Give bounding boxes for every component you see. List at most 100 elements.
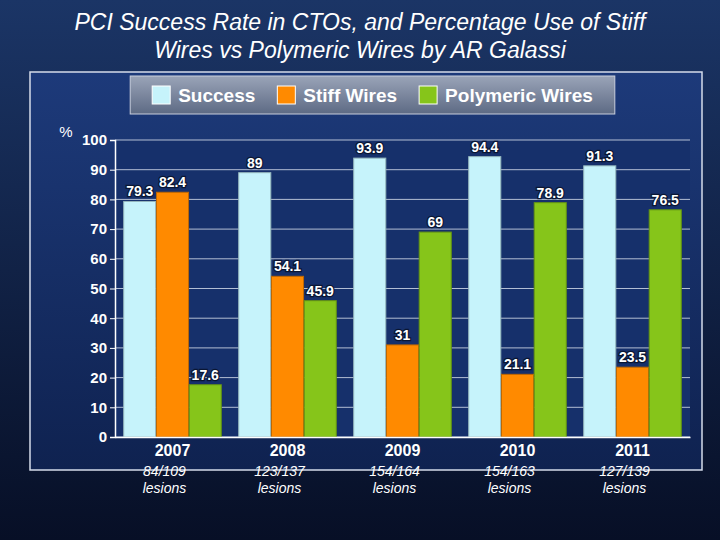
bar — [124, 201, 156, 437]
bars — [124, 157, 682, 437]
data-label: 45.9 — [307, 283, 334, 299]
bar — [616, 367, 648, 437]
annotation: 84/109lesions — [143, 463, 187, 496]
y-tick-label: 10 — [90, 399, 107, 416]
y-tick-label: 20 — [90, 369, 107, 386]
y-tick-label: 100 — [82, 131, 107, 148]
bar — [584, 166, 616, 437]
y-tick-label: 60 — [90, 250, 107, 267]
data-label: 82.4 — [159, 174, 186, 190]
data-label: 93.9 — [356, 140, 383, 156]
annotations: 84/109lesions 123/137lesions 154/164lesion… — [143, 463, 650, 496]
y-tick-mark — [110, 378, 115, 379]
y-tick-mark — [110, 348, 115, 349]
x-tick: 2009 — [385, 437, 421, 459]
grid-line — [115, 140, 690, 141]
bar — [649, 210, 681, 437]
y-tick-mark — [110, 289, 115, 290]
data-label: 91.3 — [586, 148, 613, 164]
bar — [189, 385, 221, 437]
x-tick-label: 2009 — [385, 442, 421, 459]
x-tick: 2011 — [615, 437, 650, 459]
background — [0, 0, 720, 540]
y-tick-label: 0 — [99, 428, 107, 445]
x-tick: 2010 — [500, 437, 536, 459]
x-tick-label: 2010 — [500, 442, 536, 459]
bar — [534, 203, 566, 437]
legend-label: Success — [178, 85, 255, 106]
y-tick: 30 — [90, 339, 115, 356]
y-tick-label: 90 — [90, 161, 107, 178]
annotation: 127/139lesions — [599, 463, 650, 496]
bar — [271, 276, 303, 437]
x-tick-label: 2008 — [270, 442, 306, 459]
annotation: 154/164lesions — [369, 463, 420, 496]
y-tick: 0 — [99, 428, 115, 445]
y-tick-mark — [110, 199, 115, 200]
data-label: 78.9 — [537, 185, 564, 201]
chart-title: PCI Success Rate in CTOs, and Percentage… — [74, 9, 648, 63]
chart-panel — [30, 72, 702, 470]
x-tick-label: 2011 — [615, 442, 650, 459]
x-axis-line — [116, 437, 691, 439]
y-tick: 60 — [90, 250, 115, 267]
annotation: 154/163lesions — [484, 463, 535, 496]
y-axis-title: % — [59, 123, 72, 140]
y-tick: 70 — [90, 220, 115, 237]
legend-item: Success — [152, 85, 255, 106]
y-axis: 0 10 20 30 40 50 60 70 80 90 100 — [82, 131, 116, 445]
legend-swatch — [419, 86, 437, 104]
y-tick-mark — [110, 229, 115, 230]
data-label: 21.1 — [504, 356, 531, 372]
y-tick-label: 70 — [90, 220, 107, 237]
y-tick: 100 — [82, 131, 115, 148]
bar — [239, 173, 271, 437]
legend-swatch — [152, 86, 170, 104]
y-tick-label: 50 — [90, 280, 107, 297]
legend-item: Polymeric Wires — [419, 85, 593, 106]
y-tick: 90 — [90, 161, 115, 178]
bar — [354, 158, 386, 437]
bar — [156, 192, 188, 437]
plot-area — [115, 140, 690, 437]
x-axis: 2007 2008 2009 2010 2011 — [116, 437, 691, 459]
y-tick-label: 40 — [90, 310, 107, 327]
y-tick-label: 80 — [90, 191, 107, 208]
data-label: 76.5 — [652, 192, 679, 208]
bar — [469, 157, 501, 437]
bar — [419, 232, 451, 437]
y-tick-mark — [110, 437, 115, 438]
grid — [115, 140, 690, 437]
data-label: 89 — [247, 155, 263, 171]
x-tick: 2007 — [155, 437, 191, 459]
y-tick-label: 30 — [90, 339, 107, 356]
bar — [386, 345, 418, 437]
data-label: 31 — [395, 327, 411, 343]
legend-swatch — [277, 86, 295, 104]
y-tick-mark — [110, 140, 115, 141]
legend-label: Stiff Wires — [303, 85, 397, 106]
data-label: 94.4 — [471, 139, 498, 155]
y-tick: 50 — [90, 280, 115, 297]
y-axis-line — [110, 141, 116, 438]
data-label: 79.3 — [126, 183, 153, 199]
data-label: 54.1 — [274, 258, 301, 274]
legend-item: Stiff Wires — [277, 85, 397, 106]
x-tick: 2008 — [270, 437, 306, 459]
y-tick: 80 — [90, 191, 115, 208]
y-tick-mark — [110, 259, 115, 260]
bar — [501, 374, 533, 437]
chart-svg: PCI Success Rate in CTOs, and Percentage… — [0, 0, 720, 540]
legend-box — [130, 76, 615, 114]
annotation: 123/137lesions — [254, 463, 306, 496]
y-tick-mark — [110, 318, 115, 319]
y-tick: 10 — [90, 399, 115, 416]
y-tick: 20 — [90, 369, 115, 386]
data-label: 17.6 — [192, 367, 219, 383]
data-label: 69 — [427, 214, 443, 230]
legend-label: Polymeric Wires — [445, 85, 593, 106]
bar — [304, 301, 336, 437]
y-tick-mark — [110, 407, 115, 408]
y-tick: 40 — [90, 310, 115, 327]
legend: Success Stiff Wires Polymeric Wires — [130, 76, 615, 114]
